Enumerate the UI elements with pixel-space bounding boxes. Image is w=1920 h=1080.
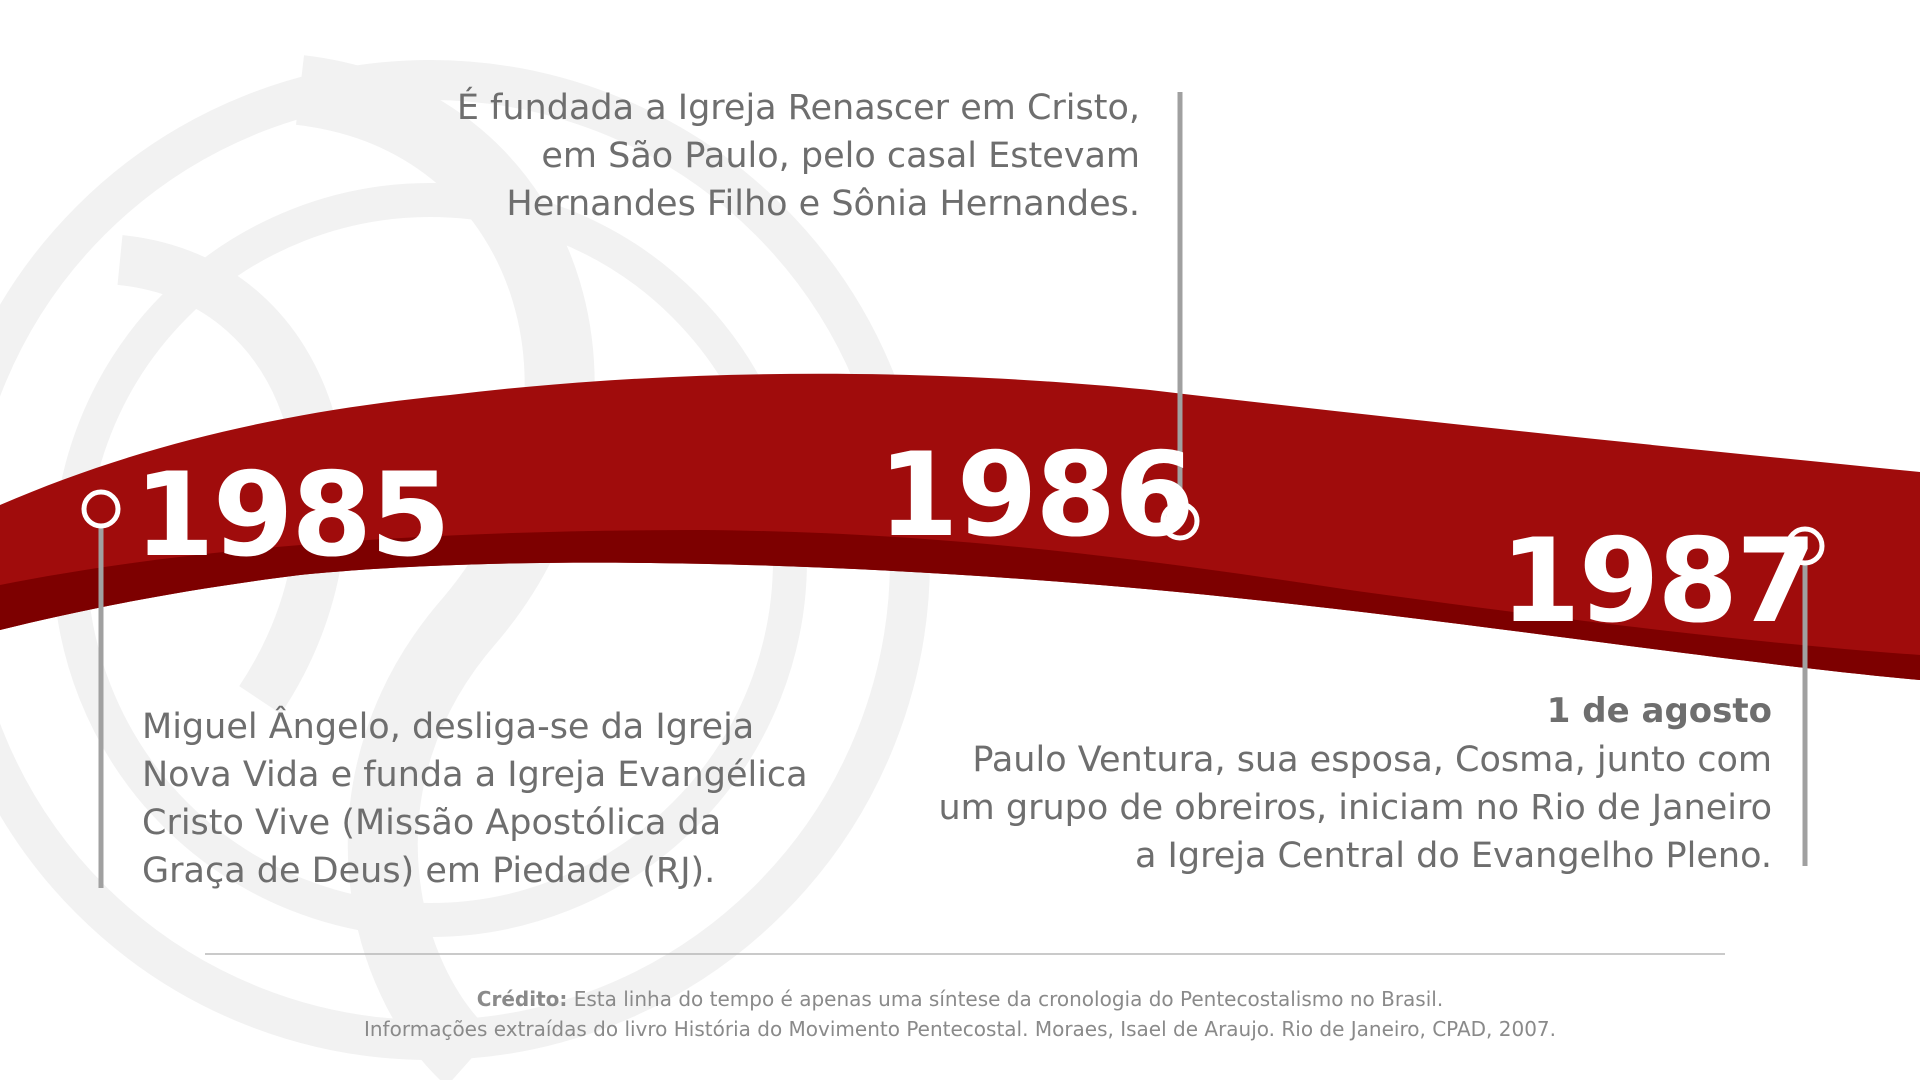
event-1987-line-1: Paulo Ventura, sua esposa, Cosma, junto … <box>972 740 1772 780</box>
event-1987-description: Paulo Ventura, sua esposa, Cosma, junto … <box>880 736 1772 880</box>
event-1987-line-2: um grupo de obreiros, iniciam no Rio de … <box>938 788 1772 828</box>
event-1986-description: É fundada a Igreja Renascer em Cristo, e… <box>340 84 1140 228</box>
connector-1986 <box>1160 92 1200 541</box>
event-1985-line-4: Graça de Deus) em Piedade (RJ). <box>142 851 716 891</box>
credit-line-1: Crédito: Esta linha do tempo é apenas um… <box>0 983 1920 1015</box>
event-1985-line-3: Cristo Vive (Missão Apostólica da <box>142 803 722 843</box>
event-1986-line-1: É fundada a Igreja Renascer em Cristo, <box>456 88 1140 128</box>
timeline-band-shadow <box>0 530 1920 680</box>
connector-1987 <box>1785 526 1825 866</box>
credit-text: Esta linha do tempo é apenas uma síntese… <box>573 987 1444 1011</box>
event-1987-date: 1 de agosto <box>1546 691 1772 731</box>
credit-label: Crédito: <box>476 987 568 1011</box>
year-1987: 1987 <box>1500 514 1817 649</box>
connector-1985 <box>81 489 121 888</box>
year-1985: 1985 <box>134 448 451 583</box>
event-1986-line-2: em São Paulo, pelo casal Estevam <box>541 136 1140 176</box>
event-1985-line-1: Miguel Ângelo, desliga-se da Igreja <box>142 707 755 747</box>
credit-line-2: Informações extraídas do livro História … <box>363 1017 1557 1041</box>
event-1986-line-3: Hernandes Filho e Sônia Hernandes. <box>506 184 1140 224</box>
event-1985-description: Miguel Ângelo, desliga-se da Igreja Nova… <box>142 703 862 895</box>
year-1986: 1986 <box>878 428 1195 563</box>
event-1987-line-3: a Igreja Central do Evangelho Pleno. <box>1134 836 1772 876</box>
event-1985-line-2: Nova Vida e funda a Igreja Evangélica <box>142 755 808 795</box>
timeline-band <box>0 373 1920 680</box>
